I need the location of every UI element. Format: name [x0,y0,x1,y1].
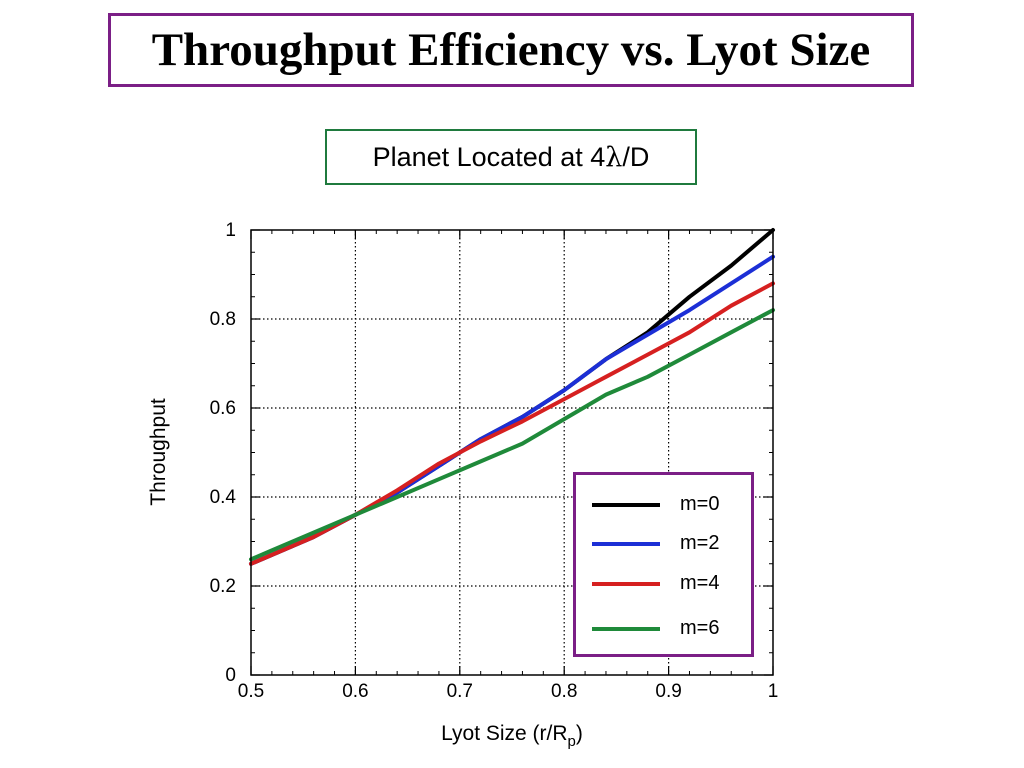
y-tick-label: 0.4 [210,487,237,508]
legend-swatch-m0 [592,502,660,507]
y-tick-label: 0 [225,665,236,686]
legend-label-m0: m=0 [680,493,720,515]
plot-frame [250,229,774,676]
x-axis-label: Lyot Size (r/Rp) [441,722,583,750]
lambda-symbol: λ [605,141,623,173]
page-title: Throughput Efficiency vs. Lyot Size [151,24,871,76]
y-axis-label: Throughput [147,398,170,506]
subtitle-box: Planet Located at 4λ/D [325,129,697,185]
series-line-m6 [249,308,775,562]
legend-entry-m0: m=0 [592,493,719,516]
x-tick-label: 1 [768,681,779,702]
legend: m=0 m=2 m=4 m=6 [573,472,754,657]
legend-swatch-m6 [592,626,660,631]
x-tick-label: 0.5 [238,681,264,702]
x-tick-label: 0.7 [447,681,473,702]
legend-label-m6: m=6 [680,617,720,639]
subtitle-prefix: Planet Located at 4 [372,141,606,172]
title-box: Throughput Efficiency vs. Lyot Size [108,13,914,87]
legend-label-m2: m=2 [680,532,720,554]
x-tick-label: 0.6 [342,681,368,702]
y-tick-label: 0.2 [210,576,236,597]
legend-entry-m4: m=4 [592,572,719,595]
subtitle-suffix: /D [622,141,650,172]
legend-swatch-m4 [592,581,660,586]
legend-entry-m2: m=2 [592,532,719,555]
legend-entry-m6: m=6 [592,617,719,640]
y-tick-label: 0.6 [210,398,236,419]
x-tick-label: 0.8 [551,681,577,702]
series-line-m4 [249,281,775,566]
legend-label-m4: m=4 [680,572,720,594]
legend-swatch-m2 [592,541,660,546]
y-tick-label: 0.8 [210,309,236,330]
y-tick-label: 1 [225,220,236,241]
x-tick-label: 0.9 [655,681,681,702]
chart-subtitle: Planet Located at 4λ/D [373,142,650,173]
